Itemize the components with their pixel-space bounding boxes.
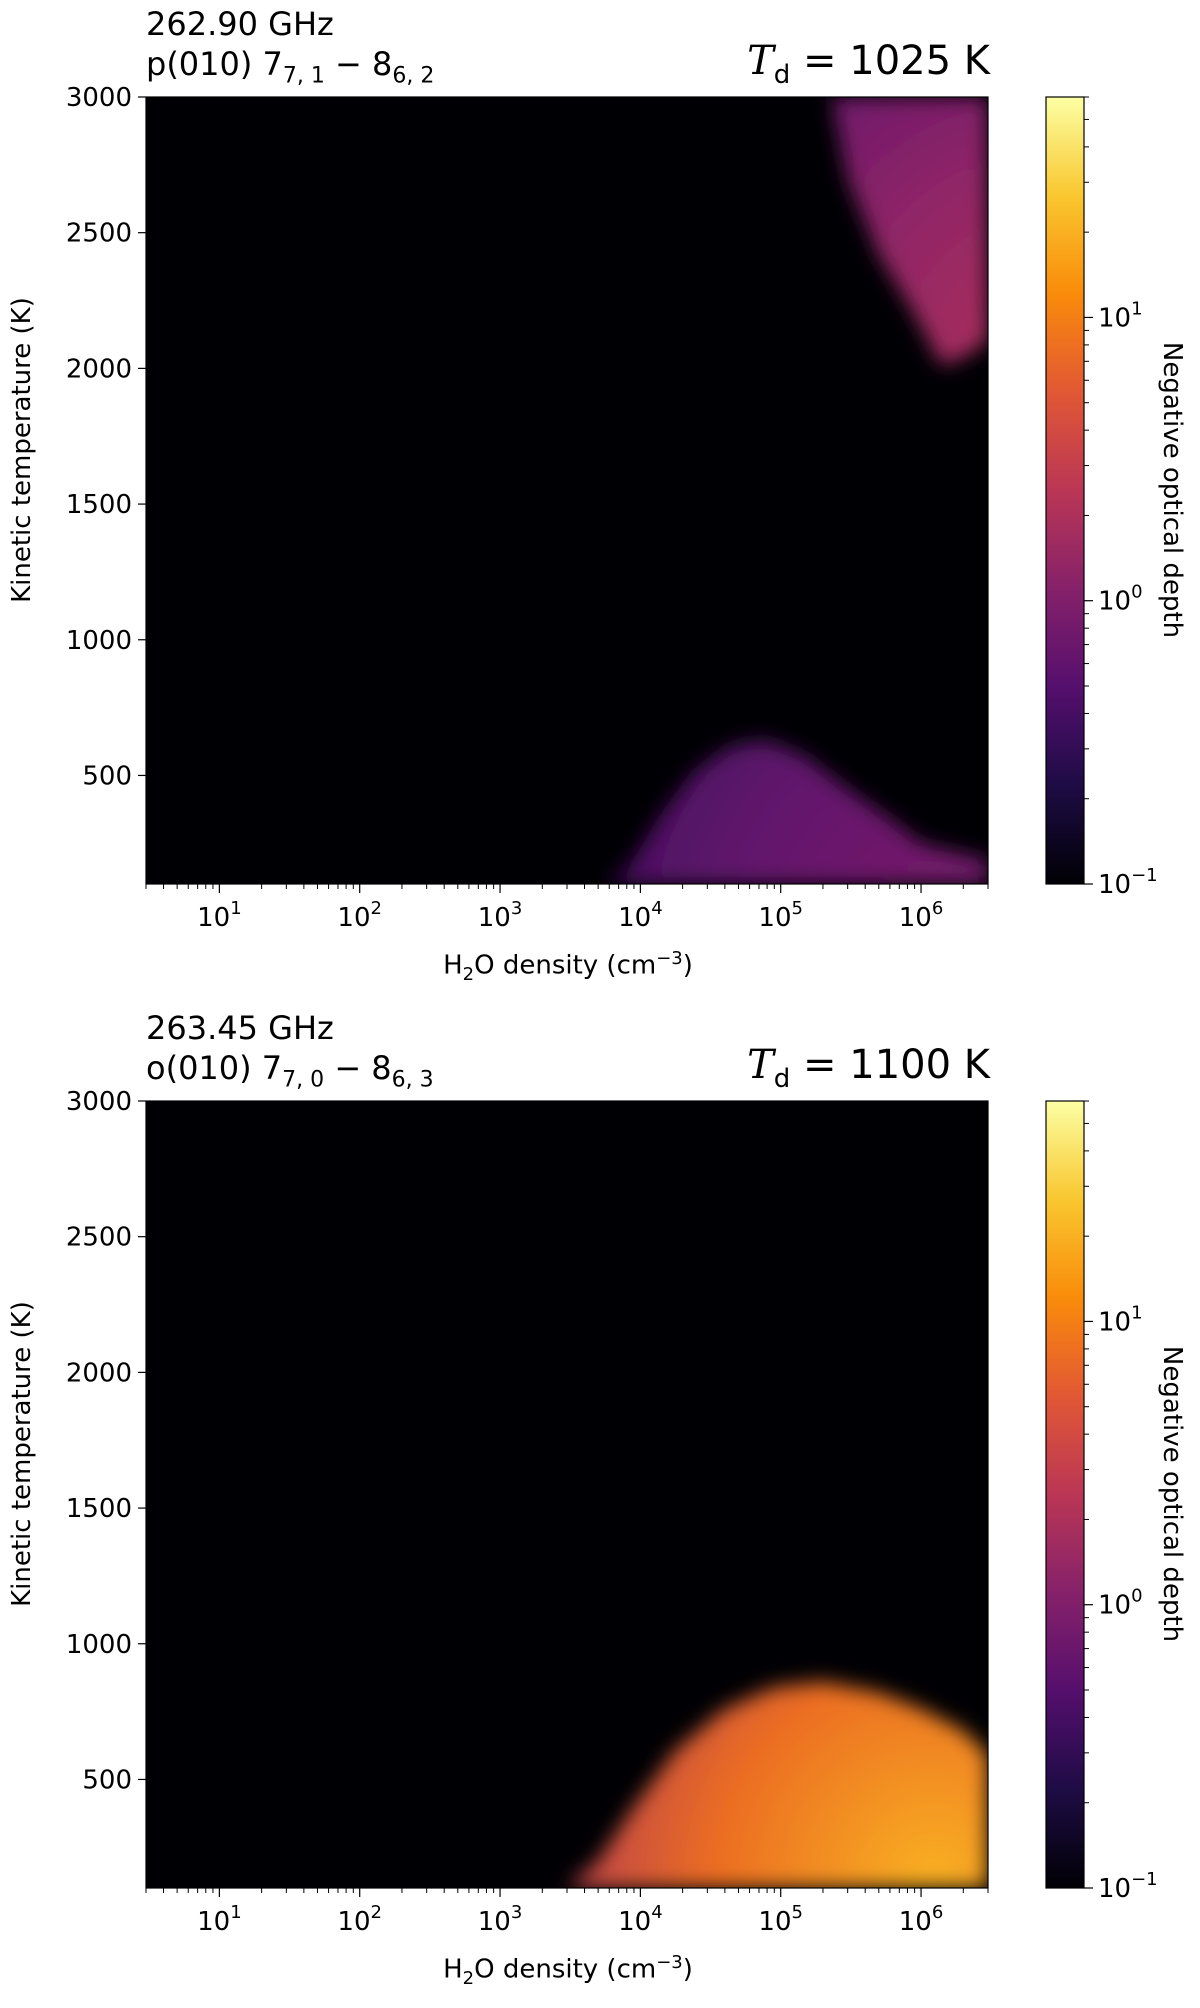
colorbar-label: Negative optical depth	[1157, 1345, 1187, 1643]
heatmap-plot: 500 1000 1500 2000 2500 3000 101 102 103 104 105 10…	[66, 1087, 1158, 1937]
y-tick-label: 1500	[66, 1494, 132, 1524]
dust-temperature-label: Td = 1100 K	[747, 1042, 990, 1094]
colorbar-tick-label: 10−1	[1098, 865, 1158, 900]
colorbar	[1045, 1100, 1085, 1889]
x-axis-label: H2O density (cm−3)	[443, 1952, 693, 1989]
transition-label: o(010) 77, 0 − 86, 3	[146, 1049, 434, 1093]
frequency-label: 262.90 GHz	[146, 5, 334, 43]
y-tick-label: 3000	[66, 83, 132, 113]
x-tick-label: 101	[197, 898, 242, 933]
transition-label: p(010) 77, 1 − 86, 2	[146, 45, 435, 89]
chart-panel-bottom: 263.45 GHz o(010) 77, 0 − 86, 3 Td = 110…	[0, 1004, 1200, 2008]
optical-depth-region	[567, 1681, 988, 1888]
optical-depth-region	[831, 97, 988, 366]
colorbar	[1045, 96, 1085, 885]
y-axis-label: Kinetic temperature (K)	[7, 1301, 37, 1607]
x-tick-label: 106	[899, 898, 944, 933]
y-tick-label: 1500	[66, 490, 132, 520]
y-tick-label: 2500	[66, 1223, 132, 1253]
y-tick-label: 500	[82, 761, 132, 791]
y-axis-label: Kinetic temperature (K)	[7, 297, 37, 603]
y-tick-label: 500	[82, 1765, 132, 1795]
y-tick-label: 2000	[66, 1358, 132, 1388]
colorbar-tick-label: 100	[1098, 1586, 1143, 1621]
x-tick-label: 104	[618, 898, 663, 933]
x-axis-label: H2O density (cm−3)	[443, 948, 693, 985]
x-tick-label: 105	[758, 898, 803, 933]
x-tick-label: 104	[618, 1902, 663, 1937]
colorbar-label: Negative optical depth	[1157, 341, 1187, 639]
x-tick-label: 102	[337, 898, 382, 933]
optical-depth-region	[606, 740, 988, 884]
x-tick-label: 105	[758, 1902, 803, 1937]
y-tick-label: 1000	[66, 1630, 132, 1660]
y-tick-label: 3000	[66, 1087, 132, 1117]
heatmap-plot: 500 1000 1500 2000 2500 3000 101 102 103 104 105 10…	[66, 83, 1158, 933]
colorbar-tick-label: 10−1	[1098, 1869, 1158, 1904]
y-tick-label: 2000	[66, 354, 132, 384]
frequency-label: 263.45 GHz	[146, 1009, 334, 1047]
colorbar-tick-label: 100	[1098, 582, 1143, 617]
y-tick-label: 1000	[66, 626, 132, 656]
x-tick-label: 106	[899, 1902, 944, 1937]
chart-panel-top: 262.90 GHz p(010) 77, 1 − 86, 2 Td = 102…	[7, 5, 1187, 985]
x-tick-label: 101	[197, 1902, 242, 1937]
x-tick-label: 103	[478, 898, 523, 933]
x-tick-label: 103	[478, 1902, 523, 1937]
y-tick-label: 2500	[66, 219, 132, 249]
dust-temperature-label: Td = 1025 K	[747, 38, 990, 90]
colorbar-tick-label: 101	[1098, 298, 1143, 333]
colorbar-tick-label: 101	[1098, 1302, 1143, 1337]
x-tick-label: 102	[337, 1902, 382, 1937]
plot-background	[146, 97, 988, 884]
